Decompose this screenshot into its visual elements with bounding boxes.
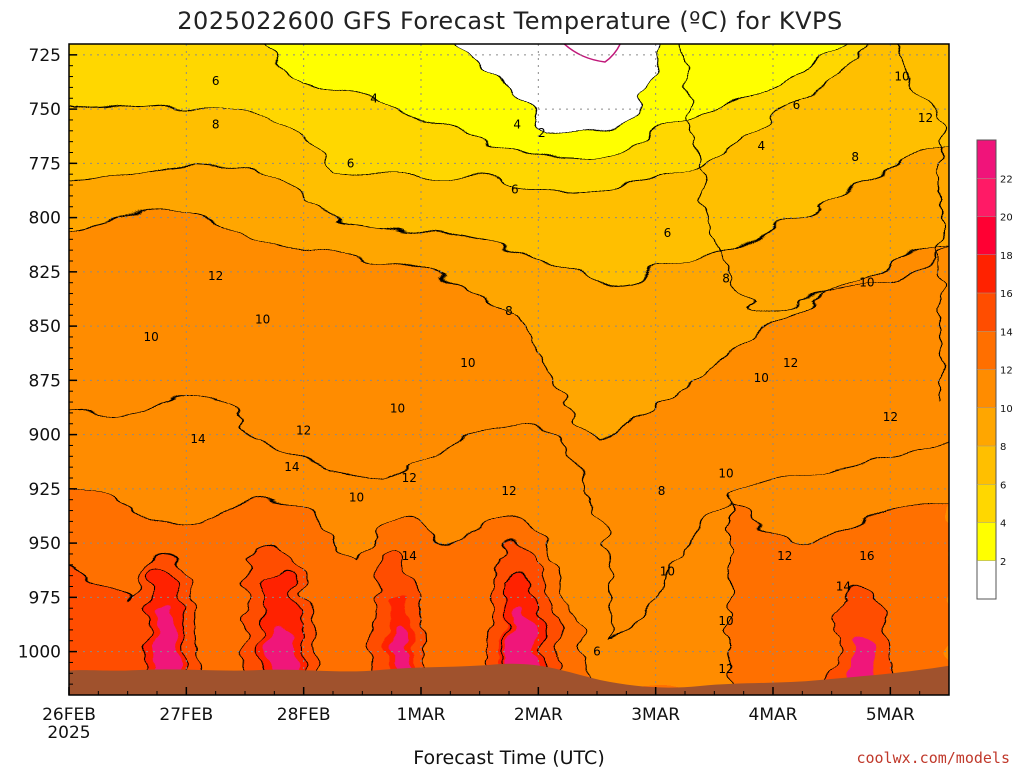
- colorbar-swatch: [977, 178, 996, 217]
- colorbar-swatch: [977, 293, 996, 332]
- colorbar-tick-label: 6: [1000, 480, 1006, 491]
- y-tick-label: 950: [29, 534, 61, 554]
- x-axis-label: Forecast Time (UTC): [413, 747, 604, 768]
- colorbar-tick-label: 20: [1000, 213, 1013, 224]
- y-axis: 725 750 775 800 825 850 875 900 925 950 975 1000: [18, 46, 77, 685]
- colorbar-swatch: [977, 331, 996, 370]
- contour-label: 10: [718, 614, 733, 628]
- contour-label: 10: [460, 356, 475, 370]
- contour-label: 8: [851, 150, 859, 164]
- contour-label: 12: [918, 111, 933, 125]
- contour-label: 4: [757, 139, 765, 153]
- chart-title: 2025022600 GFS Forecast Temperature (ºC)…: [177, 7, 842, 35]
- contour-label: 10: [255, 313, 270, 327]
- colorbar-tick-label: 12: [1000, 366, 1013, 377]
- contour-label: 6: [212, 74, 220, 88]
- y-tick-label: 800: [29, 209, 61, 229]
- colorbar-swatch: [977, 140, 996, 179]
- x-tick-label: 3MAR: [631, 705, 680, 725]
- contour-label: 14: [402, 549, 417, 563]
- colorbar-tick-label: 22: [1000, 174, 1013, 185]
- contour-label: 10: [718, 467, 733, 481]
- contour-label: 12: [883, 410, 898, 424]
- contour-label: 14: [836, 580, 851, 594]
- y-tick-label: 925: [29, 480, 61, 500]
- zero-contour: [563, 44, 622, 63]
- temperature-field: [69, 44, 949, 695]
- contour-label: 12: [208, 269, 223, 283]
- colorbar: 2 4 6 8 10 12 14 16 18 20 22: [976, 139, 1013, 600]
- colorbar-tick-label: 8: [1000, 442, 1006, 453]
- contour-label: 6: [664, 226, 672, 240]
- contour-label: 8: [212, 117, 220, 131]
- x-year-label: 2025: [47, 723, 90, 743]
- colorbar-tick-label: 14: [1000, 327, 1013, 338]
- y-tick-label: 775: [29, 154, 61, 174]
- colorbar-swatch: [977, 216, 996, 255]
- colorbar-swatch: [977, 254, 996, 293]
- contour-label: 10: [754, 371, 769, 385]
- x-axis: 26FEB 27FEB 28FEB 1MAR 2MAR 3MAR 4MAR 5MAR: [42, 687, 921, 725]
- colorbar-tick-label: 4: [1000, 519, 1006, 530]
- contour-label: 16: [859, 549, 874, 563]
- colorbar-tick-label: 2: [1000, 557, 1006, 568]
- colorbar-swatch: [977, 407, 996, 446]
- contour-label: 12: [296, 423, 311, 437]
- contour-lines: [69, 44, 949, 691]
- contour-label: 6: [593, 645, 601, 659]
- contour-label: 4: [370, 91, 378, 105]
- colorbar-swatch: [977, 522, 996, 561]
- colorbar-tick-label: 10: [1000, 404, 1013, 415]
- contour-label: 2: [538, 126, 546, 140]
- credit-text: coolwx.com/models: [856, 749, 1010, 767]
- x-tick-label: 4MAR: [749, 705, 798, 725]
- colorbar-swatch: [977, 484, 996, 523]
- contour-label: 10: [660, 564, 675, 578]
- contour-label: 8: [505, 304, 513, 318]
- contour-label: 14: [284, 460, 299, 474]
- contour-label: 10: [859, 276, 874, 290]
- plot-area: [69, 44, 949, 695]
- contour-label: 12: [501, 484, 516, 498]
- y-tick-label: 725: [29, 46, 61, 66]
- contour-label: 4: [513, 117, 521, 131]
- contour-label: 12: [777, 549, 792, 563]
- terrain: [69, 663, 949, 695]
- x-tick-label: 1MAR: [397, 705, 446, 725]
- y-tick-label: 875: [29, 371, 61, 391]
- contour-label: 12: [783, 356, 798, 370]
- contour-label: 12: [718, 662, 733, 676]
- contour-label: 10: [390, 402, 405, 416]
- x-tick-label: 5MAR: [866, 705, 915, 725]
- contour-label: 6: [793, 98, 801, 112]
- contour-label: 8: [658, 484, 666, 498]
- colorbar-swatch: [977, 560, 996, 599]
- colorbar-swatch: [977, 446, 996, 485]
- contour-label: 10: [143, 330, 158, 344]
- x-tick-label: 2MAR: [514, 705, 563, 725]
- contour-labels: 6 4 8 4 2 4 6 10 12 8 6 6 6 8 10 12 10 10 8 10 12 10 10 12 14 12 1…: [143, 70, 933, 676]
- y-tick-label: 975: [29, 588, 61, 608]
- y-tick-label: 1000: [18, 643, 61, 663]
- contour-label: 8: [722, 271, 730, 285]
- x-tick-label: 26FEB: [42, 705, 96, 725]
- colorbar-tick-label: 16: [1000, 289, 1013, 300]
- contour-label: 6: [347, 156, 355, 170]
- y-tick-label: 750: [29, 100, 61, 120]
- contour-label: 10: [349, 491, 364, 505]
- contour-label: 10: [894, 70, 909, 84]
- x-tick-label: 28FEB: [277, 705, 331, 725]
- y-tick-label: 825: [29, 263, 61, 283]
- colorbar-swatch: [977, 369, 996, 408]
- y-tick-label: 850: [29, 317, 61, 337]
- x-tick-label: 27FEB: [159, 705, 213, 725]
- contour-label: 14: [190, 432, 205, 446]
- contour-label: 12: [402, 471, 417, 485]
- y-tick-label: 900: [29, 426, 61, 446]
- colorbar-tick-label: 18: [1000, 251, 1013, 262]
- contour-label: 6: [511, 182, 519, 196]
